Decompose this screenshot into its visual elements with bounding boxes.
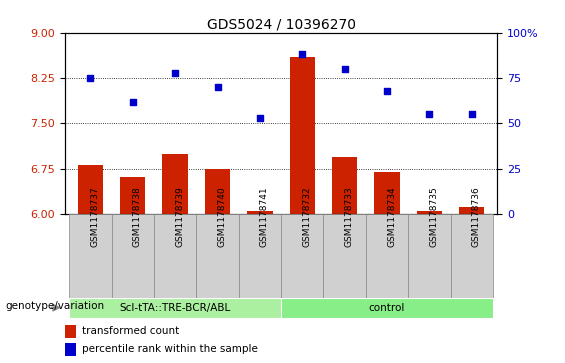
Text: GSM1178736: GSM1178736: [472, 186, 481, 247]
Text: GSM1178732: GSM1178732: [302, 187, 311, 247]
Bar: [154, 214, 197, 299]
Text: genotype/variation: genotype/variation: [6, 301, 105, 311]
Bar: [65, 343, 76, 356]
Bar: [238, 214, 281, 299]
Text: percentile rank within the sample: percentile rank within the sample: [82, 344, 258, 354]
Text: GSM1178734: GSM1178734: [387, 187, 396, 247]
Bar: [65, 325, 76, 338]
Text: GSM1178737: GSM1178737: [90, 186, 99, 247]
Text: GSM1178738: GSM1178738: [133, 186, 142, 247]
Bar: [417, 211, 442, 214]
Point: [340, 66, 349, 72]
Bar: [281, 298, 493, 318]
Bar: [247, 211, 273, 214]
Bar: [281, 214, 323, 299]
Bar: [374, 172, 400, 214]
Bar: [69, 214, 112, 299]
Text: GSM1178740: GSM1178740: [218, 187, 227, 247]
Bar: [323, 214, 366, 299]
Bar: [205, 169, 231, 214]
Bar: [69, 298, 281, 318]
Point: [383, 88, 392, 94]
Point: [213, 84, 222, 90]
Bar: [163, 154, 188, 214]
Text: GSM1178735: GSM1178735: [429, 186, 438, 247]
Text: GSM1178733: GSM1178733: [345, 186, 354, 247]
Bar: [459, 207, 485, 214]
Bar: [78, 164, 103, 214]
Text: Scl-tTA::TRE-BCR/ABL: Scl-tTA::TRE-BCR/ABL: [120, 303, 231, 313]
Bar: [332, 157, 358, 214]
Bar: [197, 214, 238, 299]
Bar: [451, 214, 493, 299]
Point: [86, 75, 95, 81]
Text: control: control: [369, 303, 405, 313]
Bar: [120, 177, 146, 214]
Bar: [289, 57, 315, 214]
Point: [171, 70, 180, 76]
Bar: [366, 214, 408, 299]
Title: GDS5024 / 10396270: GDS5024 / 10396270: [207, 17, 355, 32]
Text: transformed count: transformed count: [82, 326, 179, 336]
Text: GSM1178741: GSM1178741: [260, 187, 269, 247]
Point: [425, 111, 434, 117]
Point: [467, 111, 476, 117]
Point: [255, 115, 264, 121]
Point: [298, 52, 307, 57]
Bar: [112, 214, 154, 299]
Bar: [408, 214, 451, 299]
Point: [128, 99, 137, 105]
Text: GSM1178739: GSM1178739: [175, 186, 184, 247]
